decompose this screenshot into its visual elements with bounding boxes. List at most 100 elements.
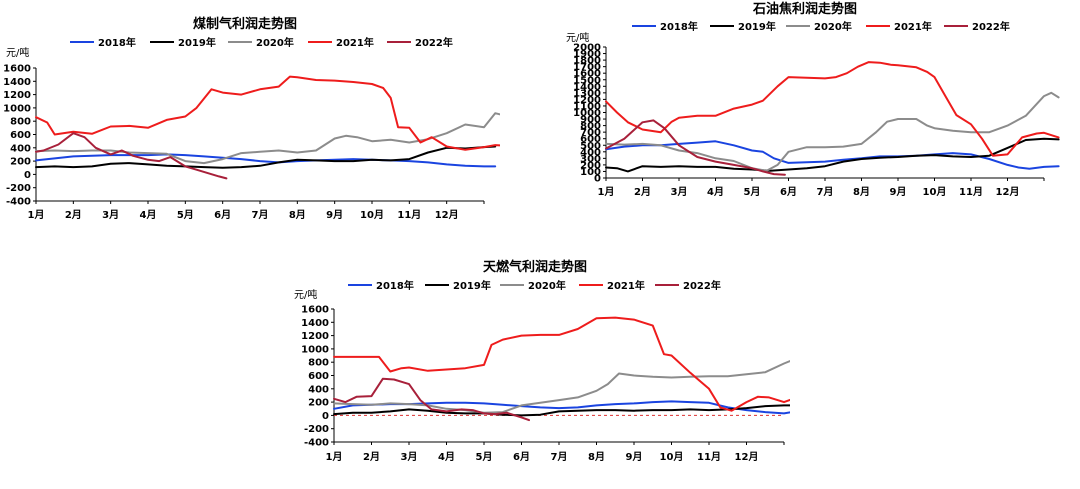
y-tick-label: 1700 (573, 62, 601, 73)
x-tick-label: 6月 (214, 209, 231, 221)
y-tick-label: -200 (6, 183, 31, 194)
x-tick-label: 9月 (626, 451, 643, 463)
y-tick-label: 1400 (3, 77, 31, 88)
x-tick-label: 12月 (735, 451, 759, 463)
y-tick-label: 0 (24, 170, 31, 181)
x-tick-label: 11月 (697, 451, 721, 463)
series-line-2021年 (333, 316, 790, 412)
legend-label: 2020年 (528, 279, 566, 292)
x-tick-label: 6月 (780, 186, 797, 198)
x-tick-label: 1月 (598, 186, 615, 198)
x-tick-label: 3月 (671, 186, 688, 198)
y-tick-label: 1300 (573, 88, 601, 99)
y-tick-label: 800 (580, 121, 601, 132)
y-tick-label: 1400 (573, 82, 601, 93)
series-line-2021年 (35, 75, 500, 151)
x-tick-label: 7月 (551, 451, 568, 463)
series-line-2018年 (35, 153, 497, 168)
x-tick-label: 7月 (252, 209, 269, 221)
x-tick-label: 4月 (438, 451, 455, 463)
y-tick-label: 2000 (573, 43, 601, 54)
y-tick-label: 300 (580, 154, 601, 165)
x-tick-label: 5月 (744, 186, 761, 198)
x-tick-label: 3月 (401, 451, 418, 463)
y-tick-label: 1200 (301, 331, 329, 342)
x-tick-label: 5月 (177, 209, 194, 221)
y-tick-label: 800 (10, 117, 31, 128)
series-line-2022年 (35, 132, 228, 180)
y-axis-unit-label: 元/吨 (294, 288, 317, 301)
x-tick-label: 1月 (326, 451, 343, 463)
legend-label: 2022年 (683, 279, 721, 292)
series-line-2019年 (35, 145, 497, 169)
y-tick-label: 100 (580, 167, 601, 178)
x-tick-label: 2月 (65, 209, 82, 221)
x-tick-label: 11月 (397, 209, 421, 221)
y-tick-label: 1200 (3, 90, 31, 101)
legend-label: 2020年 (814, 20, 852, 33)
legend-label: 2022年 (972, 20, 1010, 33)
legend-label: 2019年 (178, 36, 216, 49)
y-tick-label: 1500 (573, 75, 601, 86)
series-line-2020年 (333, 359, 790, 414)
x-tick-label: 8月 (853, 186, 870, 198)
x-tick-label: 10月 (923, 186, 947, 198)
series-line-2018年 (605, 140, 1060, 170)
legend-label: 2018年 (660, 20, 698, 33)
x-tick-label: 8月 (588, 451, 605, 463)
y-tick-label: 500 (580, 141, 601, 152)
y-tick-label: -400 (304, 438, 329, 449)
coal-gas-profit-chart: 煤制气利润走势图 元/吨 2018年 2019年 2020年 2021年 2022年 -400… (0, 0, 500, 235)
legend-label: 2021年 (607, 279, 645, 292)
x-tick-label: 8月 (289, 209, 306, 221)
x-tick-label: 4月 (140, 209, 157, 221)
x-tick-label: 2月 (363, 451, 380, 463)
x-tick-label: 3月 (102, 209, 119, 221)
x-tick-label: 12月 (435, 209, 459, 221)
natural-gas-profit-chart: 天燃气利润走势图 元/吨 2018年 2019年 2020年 2021年 2022年 -400… (290, 255, 790, 489)
y-tick-label: 700 (580, 128, 601, 139)
x-tick-label: 11月 (959, 186, 983, 198)
y-tick-label: 1200 (573, 95, 601, 106)
legend-label: 2019年 (453, 279, 491, 292)
y-tick-label: 200 (308, 398, 329, 409)
y-tick-label: 200 (10, 157, 31, 168)
series-line-2022年 (605, 119, 786, 176)
y-tick-label: 0 (594, 174, 601, 185)
y-tick-label: 1600 (573, 69, 601, 80)
y-tick-label: 800 (308, 358, 329, 369)
x-tick-label: 1月 (28, 209, 45, 221)
y-tick-label: -400 (6, 197, 31, 208)
series-line-2022年 (333, 377, 530, 422)
x-tick-label: 9月 (890, 186, 907, 198)
y-tick-label: 600 (580, 134, 601, 145)
x-tick-label: 4月 (707, 186, 724, 198)
y-tick-label: 1600 (3, 64, 31, 75)
legend-label: 2022年 (415, 36, 453, 49)
chart-title: 天燃气利润走势图 (483, 259, 587, 275)
y-tick-label: 400 (10, 143, 31, 154)
x-tick-label: 10月 (360, 209, 384, 221)
y-tick-label: 1900 (573, 49, 601, 60)
legend-label: 2021年 (894, 20, 932, 33)
series-line-2021年 (605, 61, 1060, 157)
legend-label: 2019年 (738, 20, 776, 33)
y-tick-label: 1000 (573, 108, 601, 119)
y-tick-label: 1800 (573, 56, 601, 67)
y-tick-label: 600 (10, 130, 31, 141)
x-tick-label: 7月 (817, 186, 834, 198)
y-tick-label: 1100 (573, 101, 601, 112)
x-tick-label: 9月 (326, 209, 343, 221)
petroleum-coke-profit-chart: 石油焦利润走势图 元/吨 2018年 2019年 2020年 2021年 2022年 0 100… (560, 0, 1080, 235)
y-tick-label: 600 (308, 371, 329, 382)
series-line-2020年 (605, 91, 1060, 172)
y-tick-label: 200 (580, 160, 601, 171)
y-tick-label: 400 (308, 384, 329, 395)
x-tick-label: 10月 (660, 451, 684, 463)
legend-label: 2020年 (256, 36, 294, 49)
x-tick-label: 5月 (476, 451, 493, 463)
x-tick-label: 6月 (513, 451, 530, 463)
y-axis-unit-label: 元/吨 (566, 31, 589, 44)
